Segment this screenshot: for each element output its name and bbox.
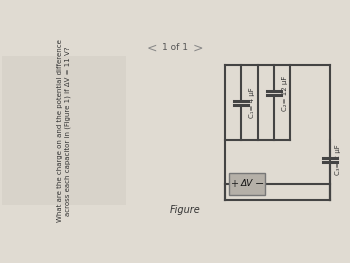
FancyBboxPatch shape — [229, 173, 265, 195]
Text: >: > — [193, 42, 203, 54]
Text: ΔV: ΔV — [241, 180, 253, 189]
FancyBboxPatch shape — [2, 56, 126, 205]
Text: C₃= 2 µF: C₃= 2 µF — [335, 145, 341, 175]
Text: −: − — [255, 179, 265, 189]
Text: C₂= 12 µF: C₂= 12 µF — [282, 75, 288, 111]
Text: 1 of 1: 1 of 1 — [162, 43, 188, 53]
Text: Figure: Figure — [170, 205, 200, 215]
Text: +: + — [230, 179, 238, 189]
Text: What are the charge on and the potential difference
across each capacitor in (Fi: What are the charge on and the potential… — [57, 39, 71, 222]
Text: C₁= 4 µF: C₁= 4 µF — [249, 88, 255, 118]
Text: <: < — [147, 42, 157, 54]
